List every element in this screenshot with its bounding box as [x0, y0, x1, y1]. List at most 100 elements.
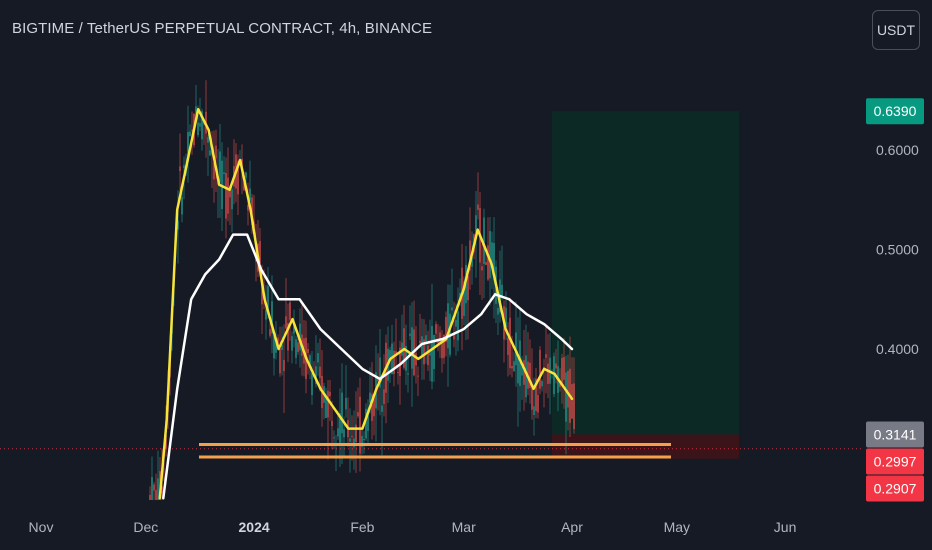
candle-body [371, 393, 373, 421]
profit-zone [552, 111, 739, 435]
candle-body [245, 172, 247, 178]
candle-body [223, 172, 225, 175]
candle-body [355, 424, 357, 443]
candle-body [317, 353, 319, 363]
candle-body [381, 405, 383, 412]
candle-body [155, 490, 157, 500]
candle-body [401, 342, 403, 356]
candle-body [243, 182, 245, 191]
candle-body [287, 323, 289, 351]
price-tag-current-label: 0.3141 [874, 426, 917, 442]
candle-body [447, 303, 449, 349]
candle-body [445, 316, 447, 343]
candle-body [541, 380, 543, 387]
candle-body [483, 217, 485, 265]
candle-body [237, 161, 239, 195]
candle-body [457, 311, 459, 341]
currency-button[interactable]: USDT [872, 10, 920, 50]
candle-body [415, 353, 417, 366]
ema_slow-line [162, 233, 574, 500]
candle-body [311, 373, 313, 396]
candle-body [439, 332, 441, 344]
candle-body [555, 363, 557, 369]
candle-body [443, 334, 445, 358]
candle-body [573, 383, 575, 429]
candle-body [151, 477, 153, 500]
candle-body [451, 307, 453, 311]
candle-body [491, 242, 493, 264]
candle-body [481, 266, 483, 271]
candle-body [281, 344, 283, 350]
candle-body [341, 392, 343, 434]
price-tag-last-label: 0.2997 [874, 453, 917, 469]
candle-body [315, 366, 317, 384]
candle-body [485, 262, 487, 265]
candle-body [331, 420, 333, 427]
candle-body [497, 308, 499, 315]
price-tag-stop-label: 0.2907 [874, 480, 917, 496]
candle-body [571, 384, 573, 419]
y-tick-label: 0.5000 [876, 242, 919, 258]
candle-body [531, 385, 533, 410]
candle-body [529, 362, 531, 388]
candle-body [559, 382, 561, 387]
candle-body [539, 349, 541, 389]
candle-body [487, 245, 489, 280]
candle-body [471, 257, 473, 267]
candle-body [195, 106, 197, 119]
candle-body [339, 413, 341, 443]
candle-body [537, 395, 539, 413]
candle-body [337, 428, 339, 437]
candle-body [353, 438, 355, 448]
candle-body [455, 319, 457, 327]
candle-body [453, 332, 455, 340]
candle-body [177, 220, 179, 230]
candle-body [543, 367, 545, 369]
candle-body [563, 357, 565, 380]
candle-body [351, 435, 353, 437]
candle-body [383, 389, 385, 404]
candle-body [279, 348, 281, 374]
candle-body [271, 301, 273, 334]
candle-body [373, 396, 375, 417]
candle-body [367, 408, 369, 431]
candle-body [333, 437, 335, 439]
candle-body [275, 338, 277, 353]
candle-body [397, 371, 399, 373]
candle-body [219, 151, 221, 183]
candle-body [181, 197, 183, 215]
candle-body [441, 339, 443, 359]
candle-body [199, 123, 201, 127]
symbol-title: BIGTIME / TetherUS PERPETUAL CONTRACT, 4… [12, 20, 433, 37]
candle-body [509, 317, 511, 369]
candle-body [411, 327, 413, 369]
candle-body [475, 215, 477, 239]
candle-body [505, 307, 507, 328]
candle-body [359, 396, 361, 454]
candle-body [521, 363, 523, 376]
candle-body [345, 397, 347, 410]
candle-body [213, 162, 215, 180]
candle-body [363, 439, 365, 441]
candle-body [209, 150, 211, 156]
candle-body [421, 336, 423, 356]
candle-body [149, 494, 151, 500]
x-tick-label: Dec [133, 519, 158, 535]
candle-body [501, 284, 503, 297]
price-tag-last [866, 448, 924, 475]
price-tag-current [866, 421, 924, 448]
candle-body [561, 357, 563, 386]
candle-body [207, 137, 209, 143]
candle-body [477, 204, 479, 210]
candle-body [377, 377, 379, 382]
candle-body [489, 231, 491, 279]
candle-body [265, 309, 267, 320]
candle-body [319, 366, 321, 378]
candle-body [433, 335, 435, 369]
candle-body [395, 351, 397, 354]
candle-body [517, 356, 519, 384]
candle-body [361, 435, 363, 447]
candle-body [247, 204, 249, 211]
candle-body [327, 390, 329, 418]
